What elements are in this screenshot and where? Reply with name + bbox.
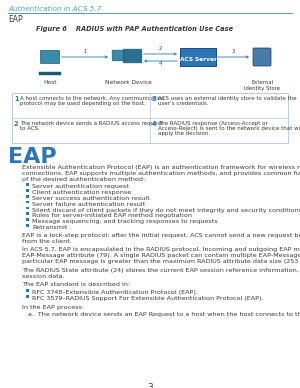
Text: The EAP standard is described in:: The EAP standard is described in: [22,282,130,288]
Text: Network Device: Network Device [105,80,152,85]
Text: Server failure authentication result: Server failure authentication result [32,202,145,207]
Text: 3: 3 [147,383,153,388]
Text: 1: 1 [14,96,19,102]
Text: Extensible Authentication Protocol (EAP) is an authentication framework for wire: Extensible Authentication Protocol (EAP)… [22,165,300,170]
FancyBboxPatch shape [253,48,271,66]
Text: A host connects to the network. Any communication: A host connects to the network. Any comm… [20,96,165,101]
Bar [26,212,28,215]
Bar [26,289,28,292]
Text: Authentication in ACS 5.7: Authentication in ACS 5.7 [8,6,101,12]
Text: from the client.: from the client. [22,239,72,244]
Text: Retransmit: Retransmit [32,225,68,230]
Text: 2: 2 [14,121,19,127]
Text: In ACS 5.7, EAP is encapsulated in the RADIUS protocol. Incoming and outgoing EA: In ACS 5.7, EAP is encapsulated in the R… [22,248,300,253]
Text: of the desired authentication method:: of the desired authentication method: [22,177,145,182]
Text: RFC 3748–Extensible Authentication Protocol (EAP).: RFC 3748–Extensible Authentication Proto… [32,290,198,295]
Text: 2: 2 [159,46,162,51]
Text: EAP-Message attribute (79). A single RADIUS packet can contain multiple EAP-Mess: EAP-Message attribute (79). A single RAD… [22,253,300,258]
Bar [26,195,28,197]
Text: connections. EAP supports multiple authentication methods, and provides common f: connections. EAP supports multiple authe… [22,171,300,176]
Text: Server success authentication result: Server success authentication result [32,196,150,201]
FancyBboxPatch shape [112,50,127,61]
Bar [26,224,28,227]
Bar [26,206,28,209]
Bar [12,93,288,143]
Text: protocol may be used depending on the host.: protocol may be used depending on the ho… [20,101,146,106]
Text: The RADIUS State attribute (24) stores the current EAP session reference informa: The RADIUS State attribute (24) stores t… [22,268,300,273]
Text: 1: 1 [83,49,87,54]
Bar [26,218,28,221]
Text: Rules for server-initiated EAP method negotiation: Rules for server-initiated EAP method ne… [32,213,192,218]
FancyBboxPatch shape [180,48,216,66]
Text: Client authentication response: Client authentication response [32,190,131,195]
Text: ACS uses an external identity store to validate the: ACS uses an external identity store to v… [158,96,297,101]
Text: External
Identity Store: External Identity Store [244,80,280,91]
Text: RFC 3579–RADIUS Support For Extensible Authentication Protocol (EAP).: RFC 3579–RADIUS Support For Extensible A… [32,296,263,301]
Text: The RADIUS response (Access-Accept or: The RADIUS response (Access-Accept or [158,121,268,126]
Text: Host: Host [43,80,57,85]
Text: Figure 6    RADIUS with PAP Authentication Use Case: Figure 6 RADIUS with PAP Authentication … [36,26,233,32]
Text: to ACS.: to ACS. [20,126,40,131]
Bar [26,295,28,298]
Text: session data.: session data. [22,274,64,279]
FancyBboxPatch shape [123,49,142,63]
Bar [26,189,28,192]
Text: particular EAP message is greater than the maximum RADIUS attribute data size (2: particular EAP message is greater than t… [22,259,300,264]
Text: 4: 4 [152,121,157,127]
FancyBboxPatch shape [39,72,61,75]
Text: In the EAP process:: In the EAP process: [22,305,84,310]
Text: 3: 3 [232,49,235,54]
Text: EAP is a lock-step protocol; after the initial request, ACS cannot send a new re: EAP is a lock-step protocol; after the i… [22,233,300,238]
Text: Server authentication request: Server authentication request [32,184,129,189]
Text: 4: 4 [159,61,162,66]
Text: Access-Reject) is sent to the network device that will: Access-Reject) is sent to the network de… [158,126,300,131]
Text: user’s credentials.: user’s credentials. [158,101,208,106]
Text: The network device sends a RADIUS access request: The network device sends a RADIUS access… [20,121,163,126]
Bar [26,201,28,203]
Text: Message sequencing, and tracking responses to requests: Message sequencing, and tracking respons… [32,219,218,224]
Text: a.  The network device sends an EAP Request to a host when the host connects to : a. The network device sends an EAP Reque… [28,312,300,317]
Text: ACS Server: ACS Server [179,57,217,62]
Text: apply the decision.: apply the decision. [158,132,210,137]
Bar [26,184,28,186]
Text: EAP: EAP [8,15,22,24]
Text: Silent discard of client packets if they do not meet integrity and security cond: Silent discard of client packets if they… [32,208,300,213]
Text: 3: 3 [152,96,157,102]
FancyBboxPatch shape [40,50,59,64]
Text: EAP: EAP [8,147,57,167]
